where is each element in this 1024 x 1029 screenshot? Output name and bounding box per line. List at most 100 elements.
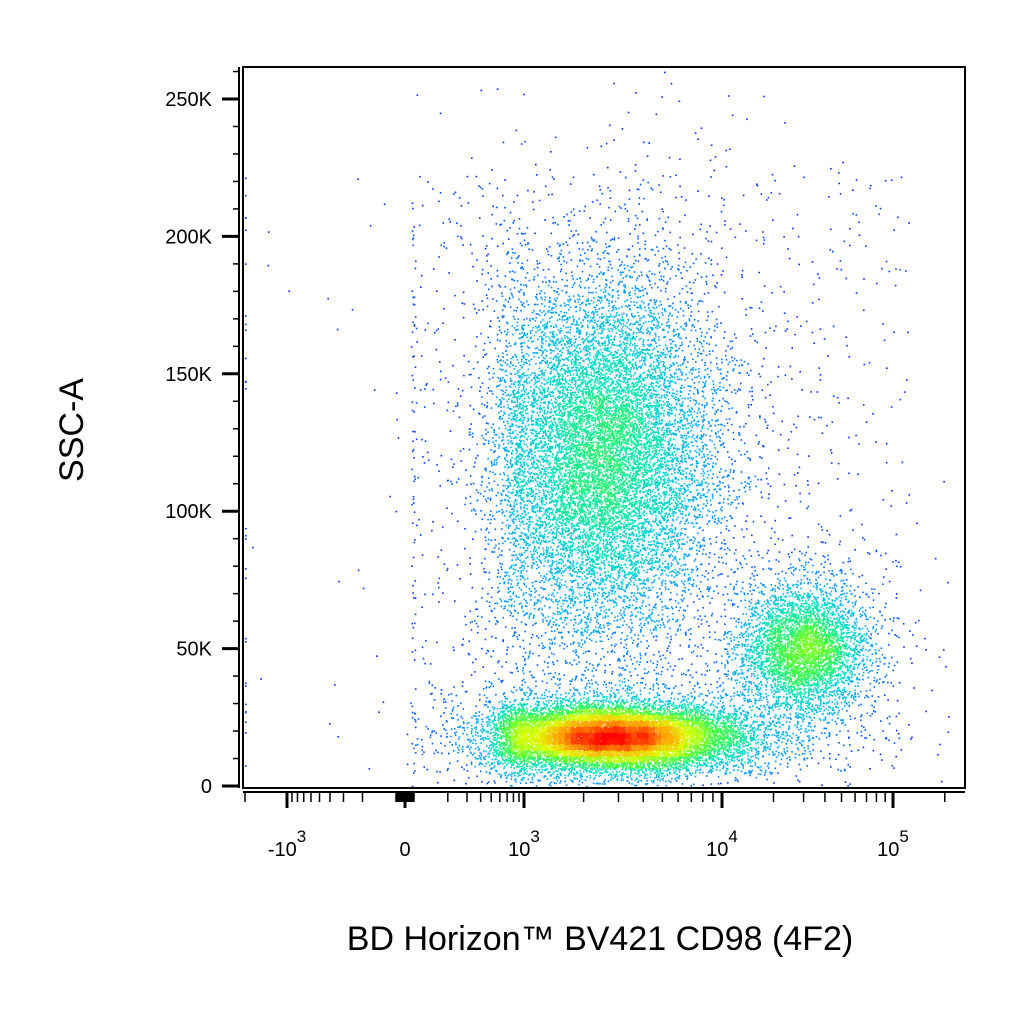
event-point bbox=[633, 692, 635, 694]
event-point bbox=[526, 692, 528, 694]
event-point bbox=[483, 739, 485, 741]
event-point bbox=[452, 700, 454, 702]
event-point bbox=[737, 758, 739, 760]
event-point bbox=[693, 784, 695, 786]
event-point bbox=[655, 769, 657, 771]
event-point bbox=[578, 784, 580, 786]
event-point bbox=[840, 770, 842, 772]
event-point bbox=[475, 729, 477, 731]
event-point bbox=[674, 705, 676, 707]
event-point bbox=[415, 745, 417, 747]
event-point bbox=[541, 772, 543, 774]
event-point bbox=[749, 699, 751, 701]
event-point bbox=[540, 767, 542, 769]
event-point bbox=[575, 765, 577, 767]
event-point bbox=[549, 782, 551, 784]
event-point bbox=[478, 755, 480, 757]
event-point bbox=[687, 753, 689, 755]
event-point bbox=[412, 743, 414, 745]
event-point bbox=[699, 707, 701, 709]
event-point bbox=[547, 772, 549, 774]
event-point bbox=[638, 780, 640, 782]
event-point bbox=[795, 712, 797, 714]
event-point bbox=[523, 773, 525, 775]
event-point bbox=[511, 774, 513, 776]
event-point bbox=[529, 688, 531, 690]
event-point bbox=[717, 725, 719, 727]
event-point bbox=[493, 727, 495, 729]
event-point bbox=[555, 683, 557, 685]
event-point bbox=[463, 723, 465, 725]
event-point bbox=[670, 700, 672, 702]
event-point bbox=[622, 779, 624, 781]
event-point bbox=[772, 710, 774, 712]
event-point bbox=[457, 752, 459, 754]
event-point bbox=[597, 688, 599, 690]
event-point bbox=[598, 705, 600, 707]
event-point bbox=[795, 744, 797, 746]
event-point bbox=[750, 756, 752, 758]
event-point bbox=[548, 708, 550, 710]
event-point bbox=[458, 739, 460, 741]
event-point bbox=[519, 774, 521, 776]
event-point bbox=[791, 751, 793, 753]
event-point bbox=[559, 683, 561, 685]
event-point bbox=[475, 723, 477, 725]
event-point bbox=[566, 768, 568, 770]
event-point bbox=[511, 772, 513, 774]
event-point bbox=[575, 774, 577, 776]
event-point bbox=[767, 765, 769, 767]
event-point bbox=[593, 675, 595, 677]
event-point bbox=[565, 660, 567, 662]
event-point bbox=[608, 708, 610, 710]
event-point bbox=[540, 771, 542, 773]
event-point bbox=[702, 784, 704, 786]
event-point bbox=[606, 687, 608, 689]
event-point bbox=[864, 737, 866, 739]
event-point bbox=[747, 742, 749, 744]
event-point bbox=[480, 735, 482, 737]
event-point bbox=[630, 765, 632, 767]
event-point bbox=[475, 706, 477, 708]
event-point bbox=[502, 735, 504, 737]
event-point bbox=[808, 748, 810, 750]
event-point bbox=[505, 772, 507, 774]
event-point bbox=[722, 702, 724, 704]
event-point bbox=[729, 762, 731, 764]
event-point bbox=[775, 706, 777, 708]
event-point bbox=[506, 751, 508, 753]
event-point bbox=[635, 765, 637, 767]
event-point bbox=[499, 708, 501, 710]
event-point bbox=[583, 768, 585, 770]
event-point bbox=[594, 691, 596, 693]
event-point bbox=[716, 769, 718, 771]
event-point bbox=[506, 724, 508, 726]
event-point bbox=[544, 692, 546, 694]
event-point bbox=[757, 735, 759, 737]
event-point bbox=[536, 785, 538, 787]
event-point bbox=[674, 698, 676, 700]
event-point bbox=[573, 687, 575, 689]
event-point bbox=[621, 674, 623, 676]
event-point bbox=[694, 765, 696, 767]
event-point bbox=[581, 767, 583, 769]
event-point bbox=[640, 775, 642, 777]
event-point bbox=[636, 703, 638, 705]
event-point bbox=[480, 742, 482, 744]
event-point bbox=[594, 777, 596, 779]
event-point bbox=[410, 703, 412, 705]
event-point bbox=[778, 735, 780, 737]
event-point bbox=[654, 765, 656, 767]
event-point bbox=[677, 698, 679, 700]
event-point bbox=[545, 764, 547, 766]
event-point bbox=[633, 710, 635, 712]
event-point bbox=[486, 783, 488, 785]
event-point bbox=[650, 768, 652, 770]
event-point bbox=[672, 711, 674, 713]
event-point bbox=[649, 688, 651, 690]
event-point bbox=[539, 705, 541, 707]
event-point bbox=[522, 777, 524, 779]
event-point bbox=[500, 735, 502, 737]
event-point bbox=[653, 769, 655, 771]
